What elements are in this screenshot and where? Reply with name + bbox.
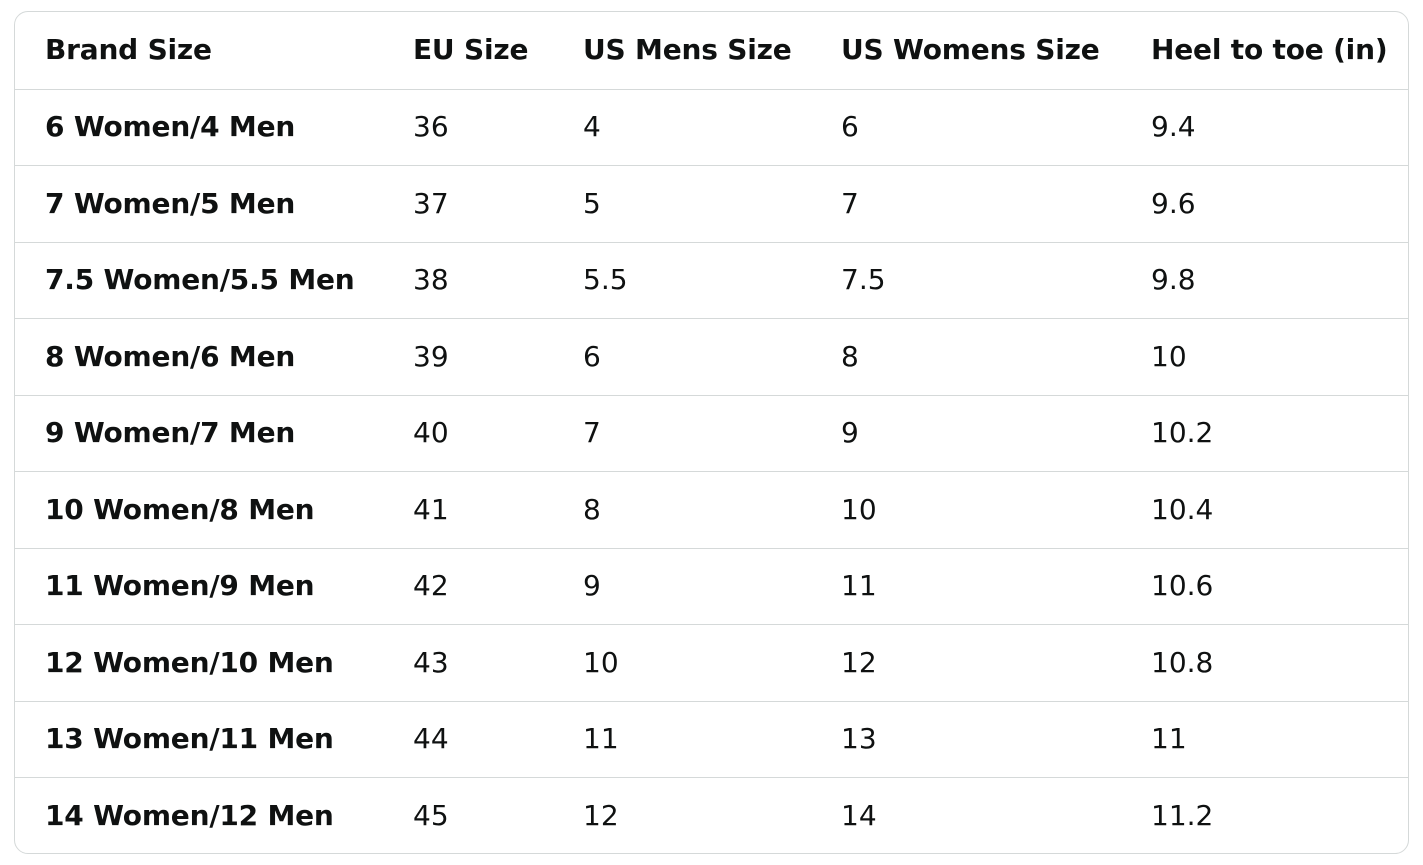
heel-to-toe-cell: 11 xyxy=(1121,700,1408,778)
brand-size-cell: 11 Women/9 Men xyxy=(15,547,383,625)
us-womens-size-cell: 12 xyxy=(811,624,1121,701)
table-row: 9 Women/7 Men 40 7 9 10.2 xyxy=(15,394,1408,472)
eu-size-cell: 37 xyxy=(383,165,553,242)
brand-size-cell: 9 Women/7 Men xyxy=(15,394,383,472)
table-row: 13 Women/11 Men 44 11 13 11 xyxy=(15,700,1408,778)
table-row: 7.5 Women/5.5 Men 38 5.5 7.5 9.8 xyxy=(15,241,1408,319)
table-row: 7 Women/5 Men 37 5 7 9.6 xyxy=(15,165,1408,242)
us-mens-size-cell: 6 xyxy=(553,318,811,395)
us-womens-size-cell: 9 xyxy=(811,394,1121,472)
brand-size-cell: 6 Women/4 Men xyxy=(15,88,383,166)
heel-to-toe-cell: 9.4 xyxy=(1121,88,1408,166)
heel-to-toe-cell: 9.8 xyxy=(1121,241,1408,319)
eu-size-cell: 43 xyxy=(383,624,553,701)
eu-size-cell: 38 xyxy=(383,241,553,319)
table-row: 10 Women/8 Men 41 8 10 10.4 xyxy=(15,471,1408,548)
header-us-mens-size: US Mens Size xyxy=(583,33,792,67)
eu-size-cell: 45 xyxy=(383,777,553,853)
heel-to-toe-cell: 11.2 xyxy=(1121,777,1408,853)
size-chart-table: Brand Size EU Size US Mens Size US Women… xyxy=(15,12,1408,853)
table-row: 8 Women/6 Men 39 6 8 10 xyxy=(15,318,1408,395)
us-mens-size-cell: 5.5 xyxy=(553,241,811,319)
us-womens-size-cell: 13 xyxy=(811,700,1121,778)
brand-size-cell: 12 Women/10 Men xyxy=(15,624,383,701)
us-mens-size-cell: 10 xyxy=(553,624,811,701)
brand-size-cell: 14 Women/12 Men xyxy=(15,777,383,853)
us-womens-size-cell: 11 xyxy=(811,547,1121,625)
table-body: 6 Women/4 Men 36 4 6 9.4 7 Women/5 Men 37 5 7 9.6… xyxy=(15,88,1408,853)
us-womens-size-cell: 14 xyxy=(811,777,1121,853)
heel-to-toe-cell: 9.6 xyxy=(1121,165,1408,242)
us-womens-size-cell: 6 xyxy=(811,88,1121,166)
header-eu-size: EU Size xyxy=(413,33,529,67)
us-mens-size-cell: 9 xyxy=(553,547,811,625)
heel-to-toe-cell: 10.2 xyxy=(1121,394,1408,472)
header-us-womens-size: US Womens Size xyxy=(841,33,1100,67)
us-mens-size-cell: 12 xyxy=(553,777,811,853)
brand-size-cell: 10 Women/8 Men xyxy=(15,471,383,548)
us-mens-size-cell: 8 xyxy=(553,471,811,548)
brand-size-cell: 13 Women/11 Men xyxy=(15,700,383,778)
table-row: 6 Women/4 Men 36 4 6 9.4 xyxy=(15,88,1408,166)
table-header: Brand Size EU Size US Mens Size US Women… xyxy=(15,12,1408,89)
heel-to-toe-cell: 10.8 xyxy=(1121,624,1408,701)
us-womens-size-cell: 8 xyxy=(811,318,1121,395)
us-womens-size-cell: 7.5 xyxy=(811,241,1121,319)
eu-size-cell: 41 xyxy=(383,471,553,548)
us-womens-size-cell: 7 xyxy=(811,165,1121,242)
table-row: 14 Women/12 Men 45 12 14 11.2 xyxy=(15,777,1408,853)
eu-size-cell: 36 xyxy=(383,88,553,166)
brand-size-cell: 7 Women/5 Men xyxy=(15,165,383,242)
us-mens-size-cell: 7 xyxy=(553,394,811,472)
header-row: Brand Size EU Size US Mens Size US Women… xyxy=(15,12,1408,89)
eu-size-cell: 42 xyxy=(383,547,553,625)
us-mens-size-cell: 11 xyxy=(553,700,811,778)
us-mens-size-cell: 5 xyxy=(553,165,811,242)
size-chart-table-frame: Brand Size EU Size US Mens Size US Women… xyxy=(14,11,1409,854)
eu-size-cell: 40 xyxy=(383,394,553,472)
heel-to-toe-cell: 10 xyxy=(1121,318,1408,395)
eu-size-cell: 39 xyxy=(383,318,553,395)
table-row: 11 Women/9 Men 42 9 11 10.6 xyxy=(15,547,1408,625)
us-mens-size-cell: 4 xyxy=(553,88,811,166)
eu-size-cell: 44 xyxy=(383,700,553,778)
heel-to-toe-cell: 10.4 xyxy=(1121,471,1408,548)
heel-to-toe-cell: 10.6 xyxy=(1121,547,1408,625)
header-brand-size: Brand Size xyxy=(45,33,212,67)
us-womens-size-cell: 10 xyxy=(811,471,1121,548)
header-heel-to-toe: Heel to toe (in) xyxy=(1151,33,1388,67)
table-row: 12 Women/10 Men 43 10 12 10.8 xyxy=(15,624,1408,701)
brand-size-cell: 8 Women/6 Men xyxy=(15,318,383,395)
brand-size-cell: 7.5 Women/5.5 Men xyxy=(15,241,383,319)
